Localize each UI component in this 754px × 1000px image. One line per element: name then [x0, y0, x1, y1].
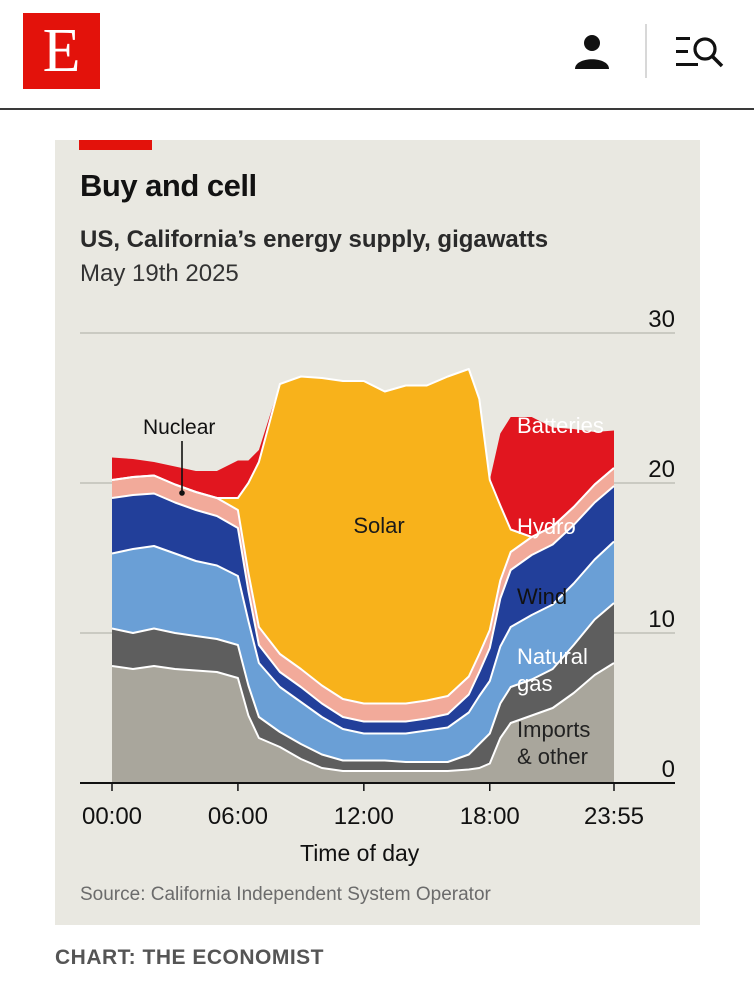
series-label-line: Wind: [517, 584, 567, 609]
chart-subtitle: US, California’s energy supply, gigawatt…: [80, 226, 549, 253]
economist-logo[interactable]: E: [23, 13, 100, 89]
series-label-batteries: Batteries: [517, 413, 604, 438]
chart-accent-bar: [79, 140, 152, 150]
search-menu-icon[interactable]: [672, 30, 728, 74]
x-tick-label-4: 23:55: [584, 803, 644, 830]
series-label-imports-other: Imports & other: [517, 717, 590, 769]
area-batteries: [112, 369, 614, 537]
y-tick-label-0: 0: [662, 756, 675, 783]
series-label-wind: Wind: [517, 584, 567, 609]
y-tick-label-20: 20: [648, 456, 675, 483]
series-label-line: Batteries: [517, 413, 604, 438]
chart-date: May 19th 2025: [80, 260, 239, 287]
series-label-hydro: Hydro: [517, 514, 576, 539]
site-header: E: [0, 0, 754, 110]
x-tick-label-1: 06:00: [208, 803, 268, 830]
separator-line-0: [111, 662, 615, 772]
series-label-natural-gas: Natural gas: [517, 644, 588, 696]
annotation-leader-dot: [179, 490, 185, 496]
chart-title: Buy and cell: [80, 168, 257, 203]
user-icon[interactable]: [570, 32, 614, 72]
series-label-line: Hydro: [517, 514, 576, 539]
series-label-line: Imports: [517, 717, 590, 742]
chart-credit[interactable]: CHART: THE ECONOMIST: [55, 946, 324, 969]
y-tick-label-10: 10: [648, 606, 675, 633]
area-imports-other: [112, 663, 614, 783]
header-divider: [645, 24, 647, 78]
area-nuclear: [112, 468, 614, 722]
series-label-line: Natural: [517, 644, 588, 669]
separator-line-2: [111, 540, 615, 735]
area-hydro: [112, 486, 614, 734]
x-axis-title: Time of day: [300, 840, 420, 866]
separator-line-1: [111, 602, 615, 763]
annotation-nuclear: Nuclear: [143, 416, 215, 439]
y-tick-label-30: 30: [648, 306, 675, 333]
x-tick-label-0: 00:00: [82, 803, 142, 830]
area-wind: [112, 541, 614, 762]
separator-line-5: [111, 368, 615, 538]
chart-source: Source: California Independent System Op…: [80, 884, 491, 905]
x-tick-label-3: 18:00: [460, 803, 520, 830]
series-label-solar: Solar: [353, 513, 404, 538]
x-tick-label-2: 12:00: [334, 803, 394, 830]
series-label-line: & other: [517, 744, 588, 769]
separator-line-3: [111, 485, 615, 723]
series-label-line: Solar: [353, 513, 404, 538]
area-solar: [112, 369, 614, 704]
series-label-line: gas: [517, 671, 552, 696]
